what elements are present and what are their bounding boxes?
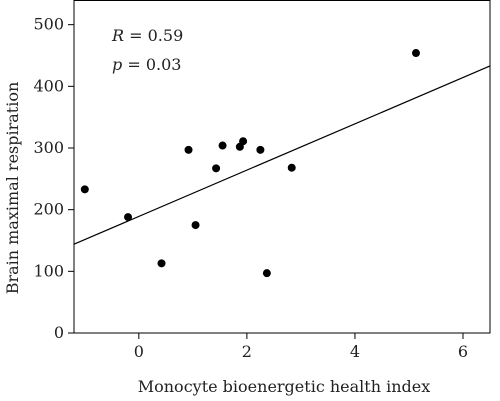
data-point [256, 145, 265, 154]
x-tick-label: 2 [242, 342, 252, 361]
x-ticks: 0 2 4 6 [134, 333, 468, 361]
y-axis-title: Brain maximal respiration [3, 82, 22, 295]
axes [73, 0, 491, 334]
x-tick-label: 0 [134, 342, 144, 361]
data-points [80, 49, 420, 278]
data-point [184, 145, 193, 154]
data-point [218, 141, 227, 150]
r-annotation: R = 0.59 [111, 26, 183, 45]
y-tick-label: 400 [33, 76, 64, 95]
p-annotation: p = 0.03 [112, 55, 181, 74]
regression-line [73, 65, 491, 245]
data-point [262, 269, 271, 278]
x-axis-title: Monocyte bioenergetic health index [138, 377, 431, 396]
data-point [157, 259, 166, 268]
x-tick-label: 6 [458, 342, 468, 361]
data-point [191, 221, 200, 230]
data-point [80, 185, 89, 194]
y-tick-label: 100 [33, 261, 64, 280]
data-point [411, 49, 420, 58]
y-tick-label: 500 [33, 15, 64, 34]
x-tick-label: 4 [350, 342, 360, 361]
data-point [212, 164, 221, 173]
plot-frame [73, 0, 491, 334]
y-ticks: 0 100 200 300 400 500 [33, 15, 74, 342]
y-tick-label: 300 [33, 138, 64, 157]
data-point [239, 137, 248, 146]
data-point [124, 213, 133, 222]
data-point [287, 163, 296, 172]
y-tick-label: 0 [54, 323, 64, 342]
y-tick-label: 200 [33, 200, 64, 219]
